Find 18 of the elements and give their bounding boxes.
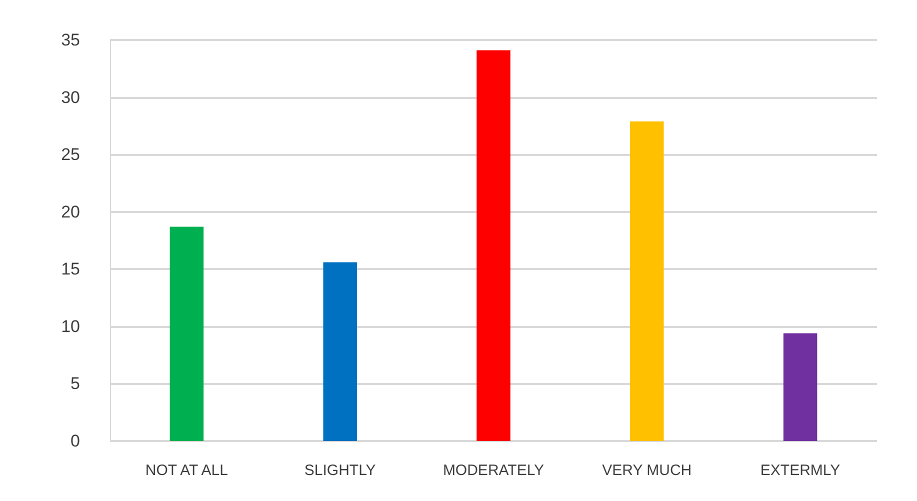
x-tick-label: EXTERMLY <box>760 462 840 479</box>
y-tick-label: 15 <box>61 260 80 279</box>
y-tick-label: 0 <box>70 432 80 450</box>
y-tick-label: 10 <box>61 316 80 336</box>
x-tick-label: MODERATELY <box>442 462 544 479</box>
y-tick-label: 20 <box>61 202 80 222</box>
bar <box>170 226 204 441</box>
bar <box>630 121 664 441</box>
bar <box>476 50 510 441</box>
y-tick-label: 35 <box>61 30 80 50</box>
y-tick-label: 25 <box>61 145 80 164</box>
bar <box>783 333 818 441</box>
y-tick-label: 5 <box>70 374 80 394</box>
x-tick-label: NOT AT ALL <box>145 462 228 479</box>
bar <box>323 262 357 441</box>
x-tick-label: SLIGHTLY <box>304 462 376 479</box>
x-tick-label: VERY MUCH <box>602 462 692 479</box>
y-tick-label: 30 <box>61 88 80 107</box>
